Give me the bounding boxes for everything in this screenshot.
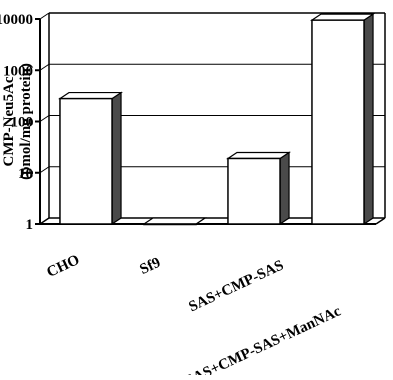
bar-front xyxy=(311,19,365,225)
bar-side xyxy=(111,91,122,226)
x-category-label: SAS+CMP-SAS+ManNAc xyxy=(183,303,344,375)
bar-top xyxy=(225,151,292,160)
bar-side xyxy=(363,13,374,226)
x-category-label: Sf9 xyxy=(137,255,163,278)
bars xyxy=(57,13,376,226)
y-tick-label: 10 xyxy=(18,166,33,182)
y-tick-label: 1000 xyxy=(3,63,33,79)
bar-side xyxy=(279,151,290,226)
y-tick-label: 100 xyxy=(11,115,34,131)
gridline-diagonal xyxy=(39,166,50,174)
bar xyxy=(309,13,376,226)
bar-front xyxy=(59,97,113,225)
y-axis-label-line1: CMP-Neu5Ac xyxy=(1,76,17,166)
bar-top xyxy=(141,217,208,225)
y-axis-label-line2: (pmol/mg protein) xyxy=(18,63,34,180)
floor-right-edge xyxy=(375,217,386,225)
y-tick-label: 1 xyxy=(26,217,34,233)
gridline-diagonal xyxy=(39,12,50,20)
bar-top xyxy=(57,91,124,100)
x-category-label: SAS+CMP-SAS xyxy=(186,257,286,315)
bar-top xyxy=(309,13,376,21)
floor-left-edge xyxy=(39,217,50,225)
gridline-diagonal xyxy=(39,115,50,122)
bar xyxy=(225,151,292,226)
gridline-diagonal xyxy=(39,63,50,71)
bar-front xyxy=(227,157,281,225)
x-category-label: CHO xyxy=(44,252,82,281)
bar-front xyxy=(143,223,197,226)
bar xyxy=(141,217,208,226)
bar xyxy=(57,91,124,226)
y-axis-label: CMP-Neu5Ac (pmol/mg protein) xyxy=(1,63,34,180)
